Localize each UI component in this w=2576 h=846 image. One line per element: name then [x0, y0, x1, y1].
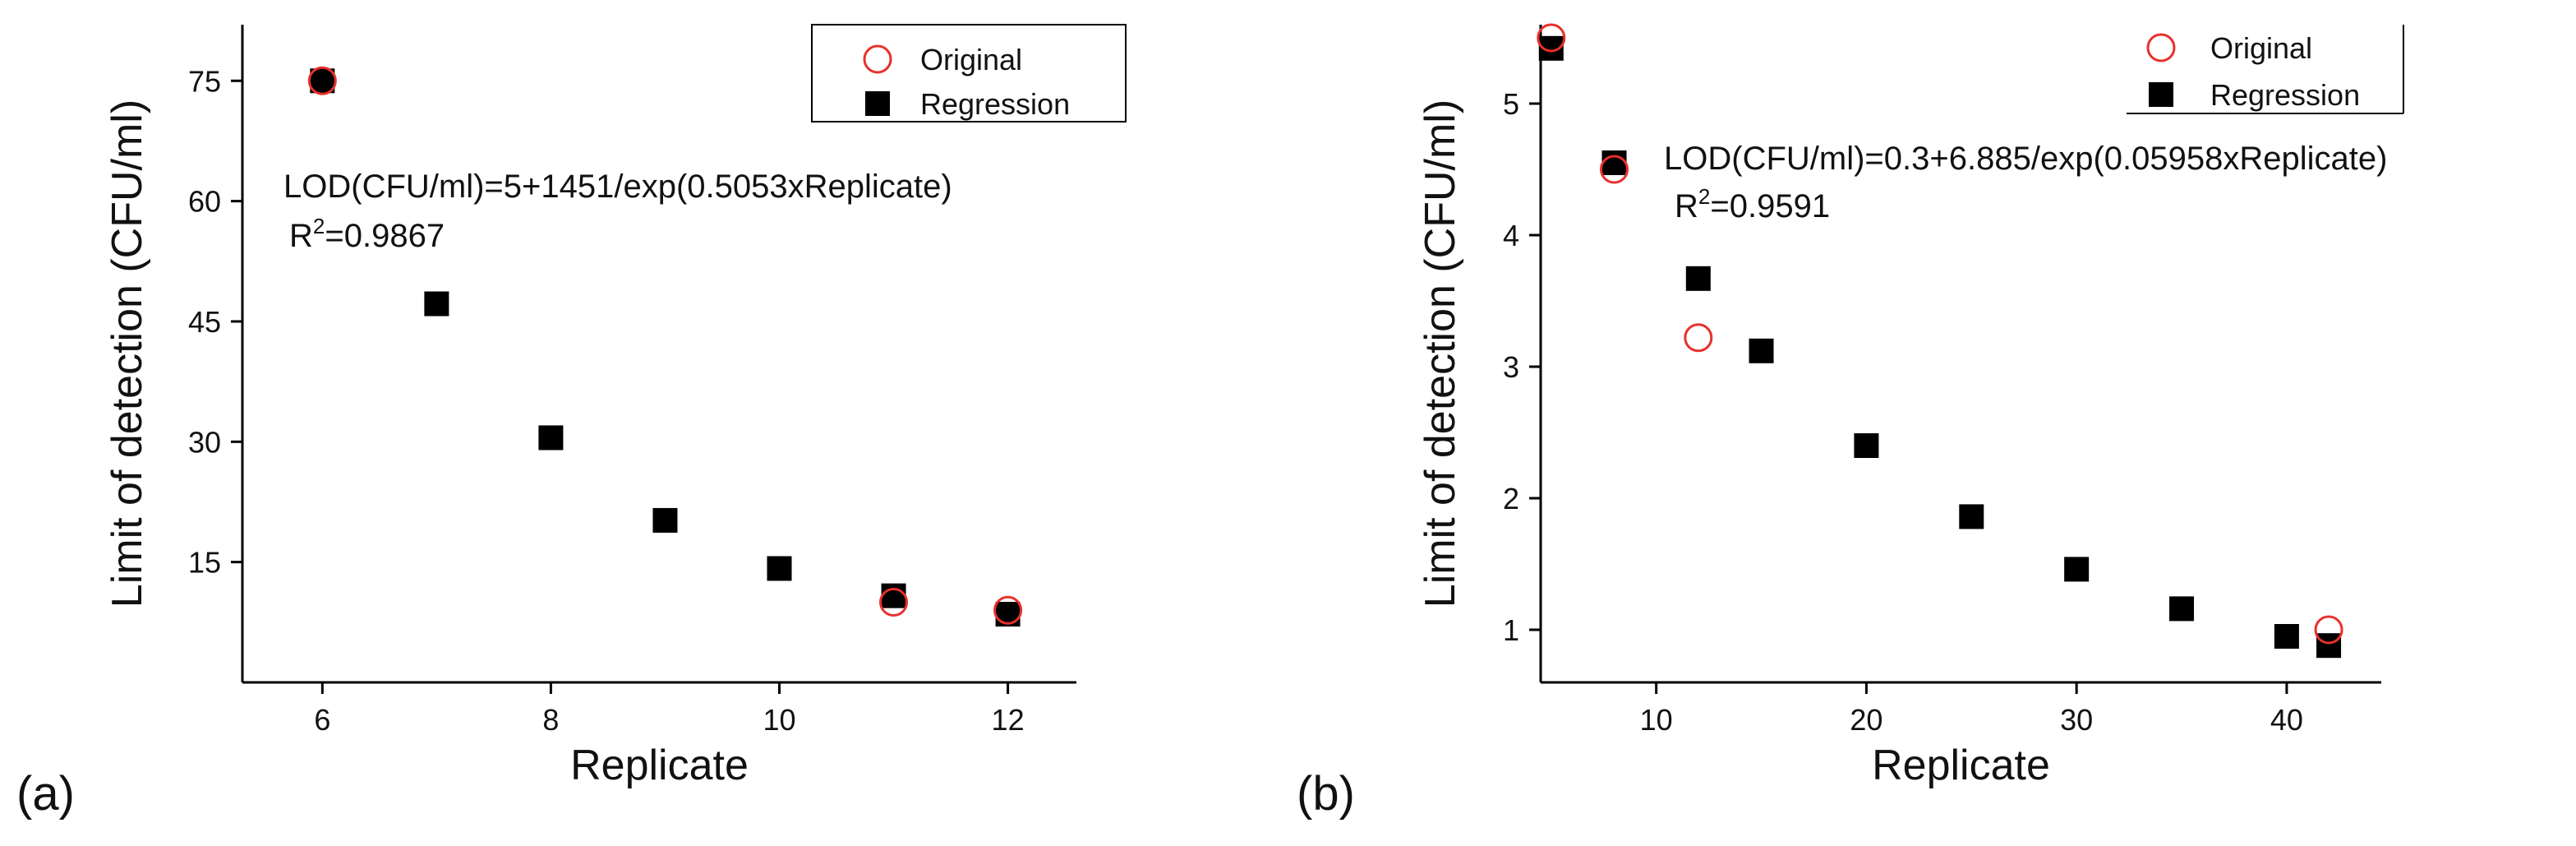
- x-tick-label: 12: [992, 703, 1025, 737]
- regression-point: [538, 425, 564, 451]
- chart-panel-2: 10 20 30 40 1 2 3 4 5 Limit of detection (CFU/ml)…: [1297, 23, 2404, 821]
- x-tick-label: 6: [314, 703, 330, 737]
- x-tick-label: 20: [1850, 703, 1882, 737]
- regression-point: [1749, 338, 1774, 363]
- y-tick-label: 15: [188, 546, 221, 580]
- regression-point: [310, 68, 335, 94]
- original-point: [1537, 23, 1566, 53]
- original-point: [307, 66, 337, 95]
- equation-annotation: LOD(CFU/ml)=0.3+6.885/exp(0.05958xReplic…: [1664, 141, 2387, 177]
- legend-label-regression: Regression: [2210, 78, 2360, 112]
- legend-label-original: Original: [2210, 31, 2312, 65]
- regression-point: [881, 583, 906, 608]
- x-tick-label: 10: [763, 703, 795, 737]
- y-tick-label: 45: [188, 305, 221, 339]
- legend-marker-original: [863, 44, 892, 74]
- r2-prefix: R: [1675, 188, 1698, 224]
- original-point: [1600, 155, 1629, 184]
- x-tick-label: 40: [2270, 703, 2303, 737]
- original-point: [879, 587, 909, 617]
- chart-panel-1: 6 8 10 12 15 30 45 60 75 Limit of detection (CFU/…: [16, 24, 1127, 821]
- legend-frame: [811, 24, 1127, 123]
- original-point: [2314, 615, 2343, 645]
- x-tick-label: 30: [2060, 703, 2093, 737]
- regression-point: [2064, 557, 2090, 582]
- r2-prefix: R: [289, 218, 313, 254]
- r-squared-annotation: R2=0.9591: [1675, 184, 1830, 224]
- legend-label-regression: Regression: [920, 87, 1070, 121]
- regression-point: [1601, 150, 1627, 175]
- regression-point: [2316, 633, 2342, 659]
- regression-point: [767, 556, 792, 581]
- x-tick-label: 8: [542, 703, 559, 737]
- r2-superscript: 2: [1698, 184, 1710, 209]
- r-squared-annotation: R2=0.9867: [289, 214, 445, 254]
- r2-superscript: 2: [313, 214, 325, 238]
- equation-annotation: LOD(CFU/ml)=5+1451/exp(0.5053xReplicate): [283, 169, 952, 205]
- legend-marker-regression: [865, 91, 890, 116]
- y-axis-label: Limit of detection (CFU/ml): [1417, 99, 1464, 608]
- y-tick-label: 60: [188, 185, 221, 219]
- regression-point: [2169, 596, 2195, 622]
- y-tick-label: 2: [1503, 482, 1519, 515]
- x-tick-label: 10: [1640, 703, 1673, 737]
- regression-point: [2274, 624, 2299, 649]
- regression-point: [424, 291, 449, 317]
- legend-marker-regression: [2149, 82, 2173, 107]
- panel-label: (b): [1297, 767, 1355, 821]
- y-tick-label: 3: [1503, 350, 1519, 384]
- regression-point: [652, 507, 678, 533]
- x-axis-label: Replicate: [1872, 742, 2050, 789]
- regression-point: [1854, 433, 1879, 458]
- y-axis-label: Limit of detection (CFU/ml): [104, 99, 151, 608]
- legend: Original Regression: [2127, 25, 2404, 114]
- r2-value: =0.9867: [325, 218, 445, 254]
- legend: Original Regression: [811, 24, 1127, 123]
- x-axis-label: Replicate: [570, 742, 749, 789]
- y-tick-label: 30: [188, 425, 221, 459]
- y-tick-label: 4: [1503, 219, 1519, 252]
- original-point: [993, 595, 1023, 625]
- r2-value: =0.9591: [1710, 188, 1830, 224]
- y-tick-label: 1: [1503, 613, 1519, 647]
- legend-label-original: Original: [920, 43, 1022, 76]
- regression-point: [1959, 504, 1984, 529]
- y-tick-label: 75: [188, 64, 221, 98]
- original-point: [1684, 323, 1713, 353]
- y-tick-label: 5: [1503, 87, 1519, 121]
- regression-point: [1685, 266, 1711, 291]
- panel-label: (a): [16, 767, 75, 821]
- legend-marker-original: [2146, 33, 2176, 62]
